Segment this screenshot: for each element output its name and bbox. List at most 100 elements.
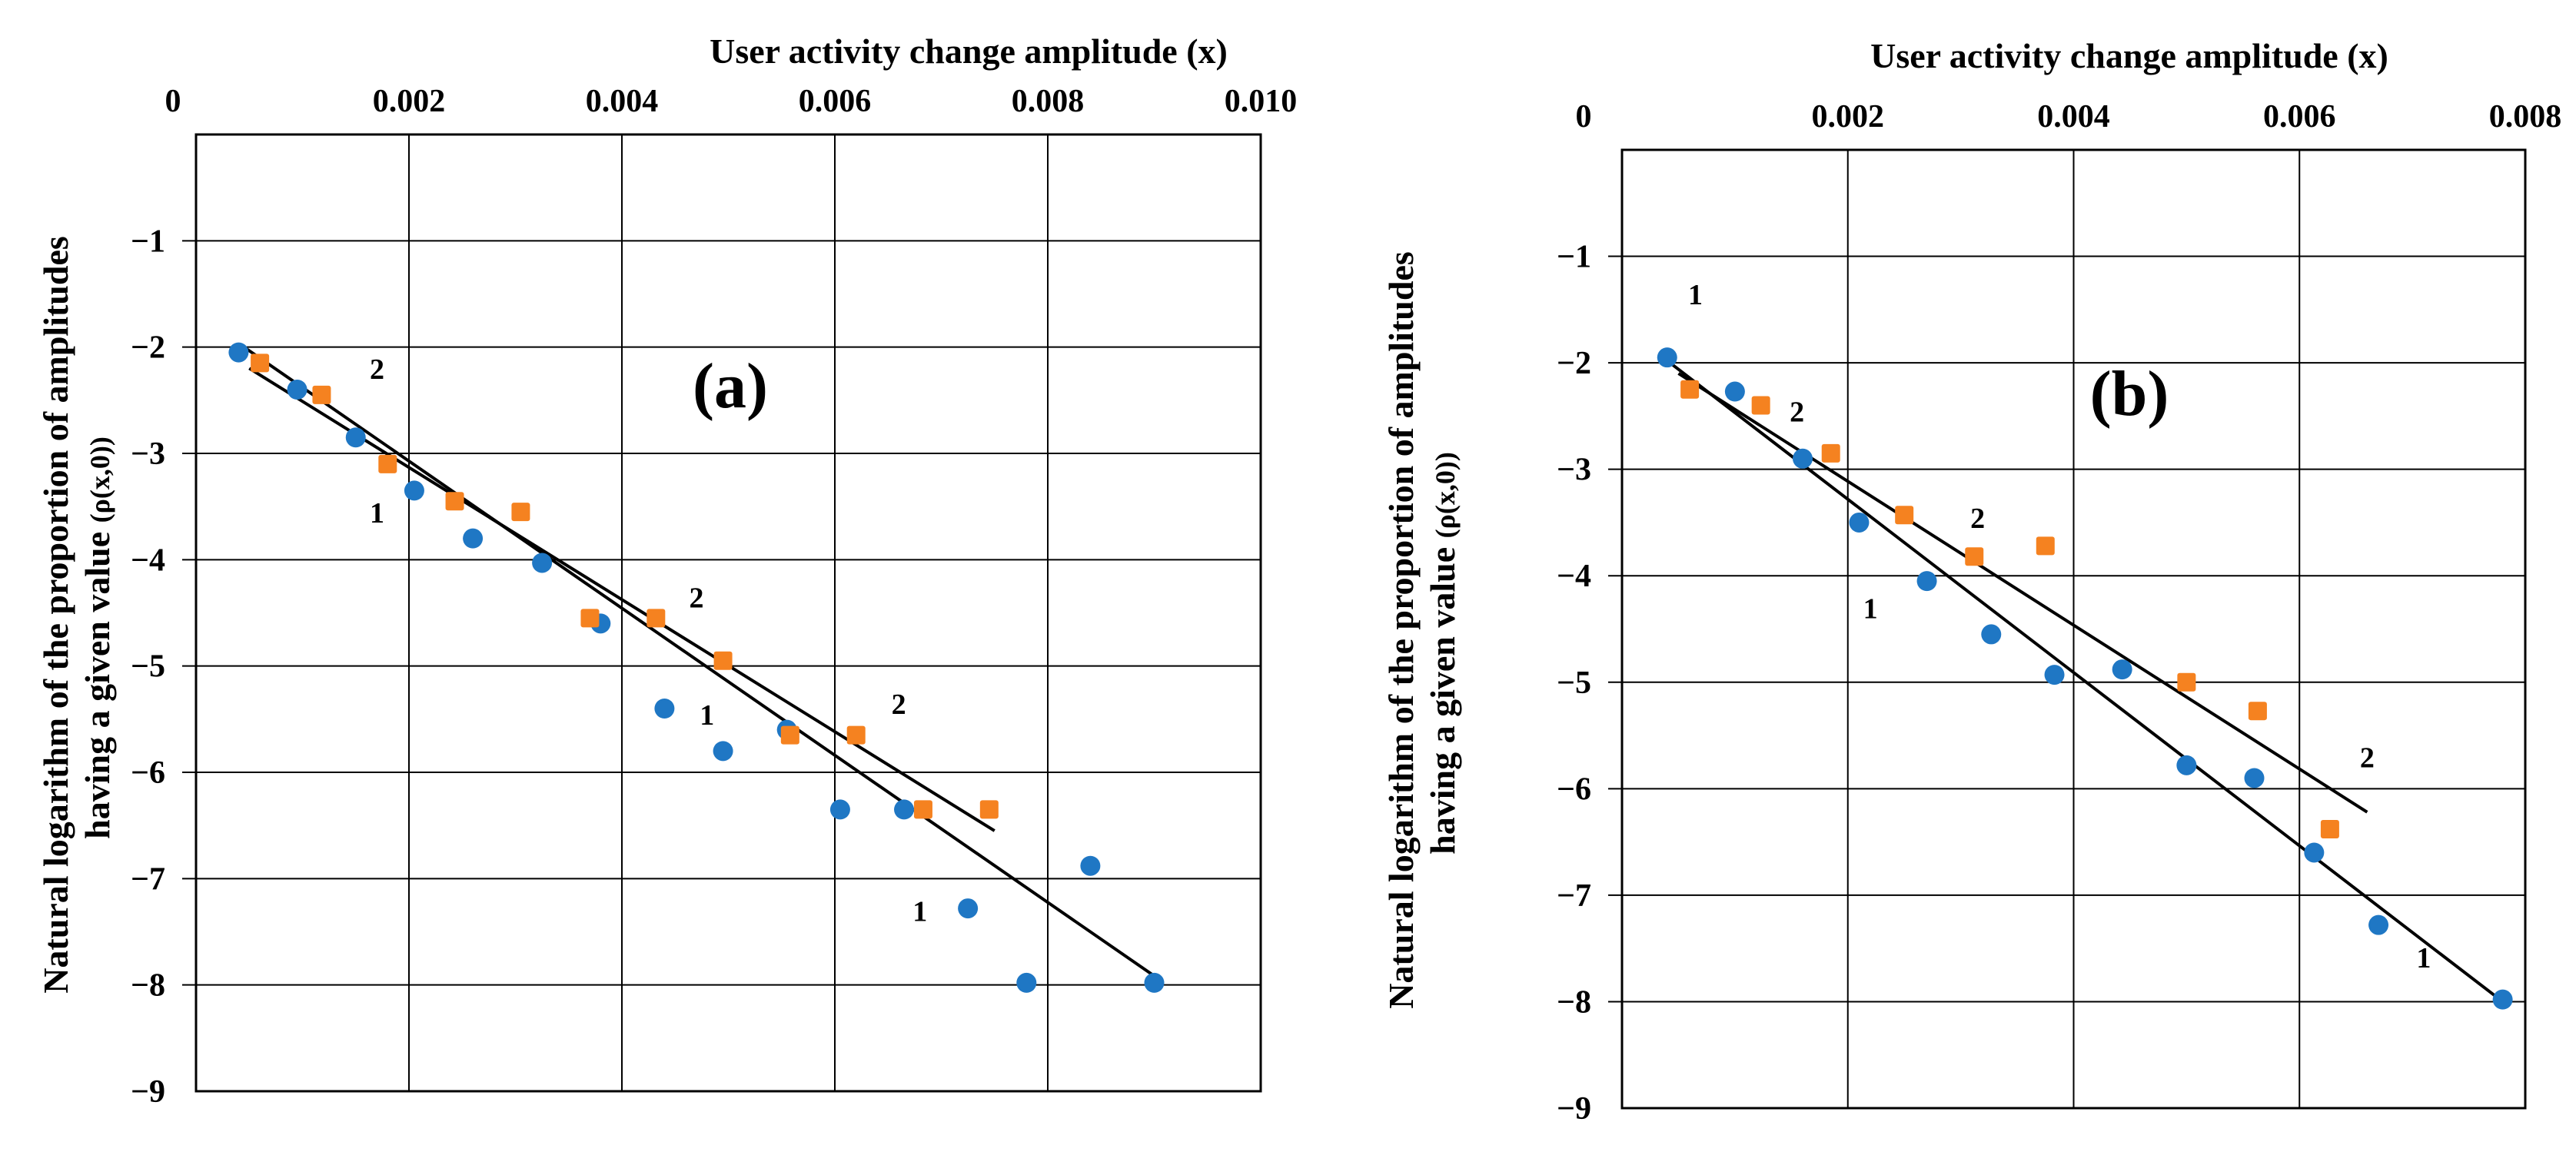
data-point-series-2 <box>1680 380 1700 399</box>
y-tick-label: −6 <box>131 755 165 791</box>
data-point-series-1 <box>532 553 553 573</box>
series-annotation-label: 2 <box>892 689 906 721</box>
y-axis-title-text: having a given value <box>1423 538 1462 855</box>
data-point-series-1 <box>1724 381 1745 402</box>
data-point-series-2 <box>580 609 600 628</box>
fit-line-series-1 <box>243 346 1161 981</box>
series-annotation-label: 1 <box>1863 593 1878 626</box>
series-annotation-label: 2 <box>370 353 384 386</box>
series-annotation-label: 1 <box>370 497 384 529</box>
x-tick-label: 0.004 <box>586 84 659 119</box>
data-point-series-1 <box>1793 448 1813 469</box>
x-tick-label: 0.010 <box>1225 84 1298 119</box>
data-point-series-2 <box>1821 443 1840 463</box>
series-annotation-label: 2 <box>689 582 703 615</box>
x-axis-title: User activity change amplitude (x) <box>1870 36 2388 75</box>
y-axis-title-symbol: (ρ(x,0)) <box>1430 452 1461 538</box>
data-point-series-1 <box>1916 571 1937 592</box>
data-point-series-2 <box>511 503 530 522</box>
y-tick-label: −7 <box>1557 878 1591 914</box>
x-tick-label: 0 <box>165 84 181 119</box>
y-tick-label: −3 <box>131 436 165 472</box>
data-point-series-1 <box>1849 512 1870 533</box>
x-axis-title: User activity change amplitude (x) <box>710 32 1228 71</box>
x-tick-label: 0.008 <box>2489 99 2562 134</box>
data-point-series-1 <box>2112 659 2132 680</box>
data-point-series-1 <box>2368 914 2389 935</box>
y-tick-label: −1 <box>1557 240 1591 275</box>
y-tick-label: −9 <box>1557 1091 1591 1127</box>
data-point-series-1 <box>1144 972 1165 993</box>
y-axis-title-line2: having a given value (ρ(x,0)) <box>1423 452 1462 855</box>
data-point-series-2 <box>2248 702 2267 721</box>
data-point-series-1 <box>228 342 249 363</box>
y-axis-title-text: having a given value <box>78 523 117 839</box>
plot-frame <box>194 133 1262 1093</box>
data-point-series-2 <box>2177 672 2196 692</box>
data-point-series-1 <box>345 427 366 448</box>
y-tick-label: −2 <box>1557 346 1591 381</box>
x-tick-label: 0.008 <box>1012 84 1085 119</box>
y-tick-label: −2 <box>131 330 165 366</box>
data-point-series-2 <box>251 353 270 373</box>
data-point-series-1 <box>1981 624 2002 645</box>
y-axis-title-line1: Natural logarithm of the proportion of a… <box>1381 251 1421 1009</box>
fit-line-series-2 <box>248 367 995 832</box>
y-tick-label: −5 <box>131 649 165 685</box>
data-point-series-2 <box>2036 536 2055 556</box>
series-annotation-label: 2 <box>1790 396 1804 428</box>
x-tick-label: 0.002 <box>373 84 446 119</box>
data-point-series-1 <box>958 898 979 919</box>
data-point-series-1 <box>404 480 424 501</box>
chart-panel-b: 0 0.002 0.004 0.006 0.008 −1 −2 −3 −4 −5 −6 −7 −8 −9 U… <box>1381 36 2561 1127</box>
y-axis-title-symbol: (ρ(x,0)) <box>85 436 115 523</box>
data-point-series-1 <box>287 380 307 400</box>
series-annotation-label: 1 <box>912 896 927 928</box>
x-tick-label: 0.004 <box>2037 99 2110 134</box>
y-tick-label: −1 <box>131 224 165 259</box>
data-point-series-2 <box>913 800 932 819</box>
fit-line-series-2 <box>1677 372 2368 814</box>
data-point-series-1 <box>1080 855 1101 876</box>
data-point-series-1 <box>894 799 915 820</box>
panel-label: (b) <box>2090 358 2169 430</box>
data-point-series-2 <box>979 800 999 819</box>
data-point-series-2 <box>846 725 866 745</box>
data-point-series-2 <box>780 725 799 745</box>
y-tick-label: −9 <box>131 1074 165 1110</box>
data-point-series-2 <box>445 492 464 511</box>
series-annotation-label: 1 <box>2416 942 2431 974</box>
data-point-series-1 <box>1016 972 1037 993</box>
y-tick-label: −3 <box>1557 453 1591 488</box>
x-tick-label: 0.002 <box>1812 99 1885 134</box>
data-point-series-1 <box>1657 347 1677 368</box>
data-point-series-1 <box>2044 665 2065 685</box>
data-point-series-2 <box>312 385 331 404</box>
y-tick-label: −4 <box>1557 559 1591 594</box>
fit-line-series-1 <box>1666 359 2504 1004</box>
data-point-series-2 <box>646 609 666 628</box>
data-point-series-1 <box>463 528 484 549</box>
panel-label: (a) <box>693 350 768 422</box>
data-point-series-2 <box>1965 547 1984 566</box>
y-tick-label: −6 <box>1557 772 1591 807</box>
data-point-series-2 <box>1751 396 1770 415</box>
y-tick-label: −5 <box>1557 665 1591 701</box>
data-point-series-1 <box>654 699 675 719</box>
chart-panel-a: 0 0.002 0.004 0.006 0.008 0.010 −1 −2 −3 −4 −5 −6 −7… <box>36 32 1297 1110</box>
data-point-series-1 <box>2176 755 2197 775</box>
x-tick-label: 0.006 <box>2263 99 2336 134</box>
y-tick-label: −7 <box>131 861 165 897</box>
data-point-series-1 <box>2244 768 2265 788</box>
data-point-series-1 <box>2492 989 2513 1010</box>
data-point-series-1 <box>2304 842 2325 863</box>
data-point-series-2 <box>378 454 397 473</box>
series-annotation-label: 2 <box>1970 503 1985 535</box>
y-tick-label: −8 <box>1557 984 1591 1020</box>
y-tick-label: −8 <box>131 968 165 1004</box>
data-point-series-1 <box>713 741 733 762</box>
data-point-series-2 <box>1895 506 1914 525</box>
y-axis-title-line1: Natural logarithm of the proportion of a… <box>36 236 75 994</box>
series-annotation-label: 1 <box>1688 279 1703 311</box>
